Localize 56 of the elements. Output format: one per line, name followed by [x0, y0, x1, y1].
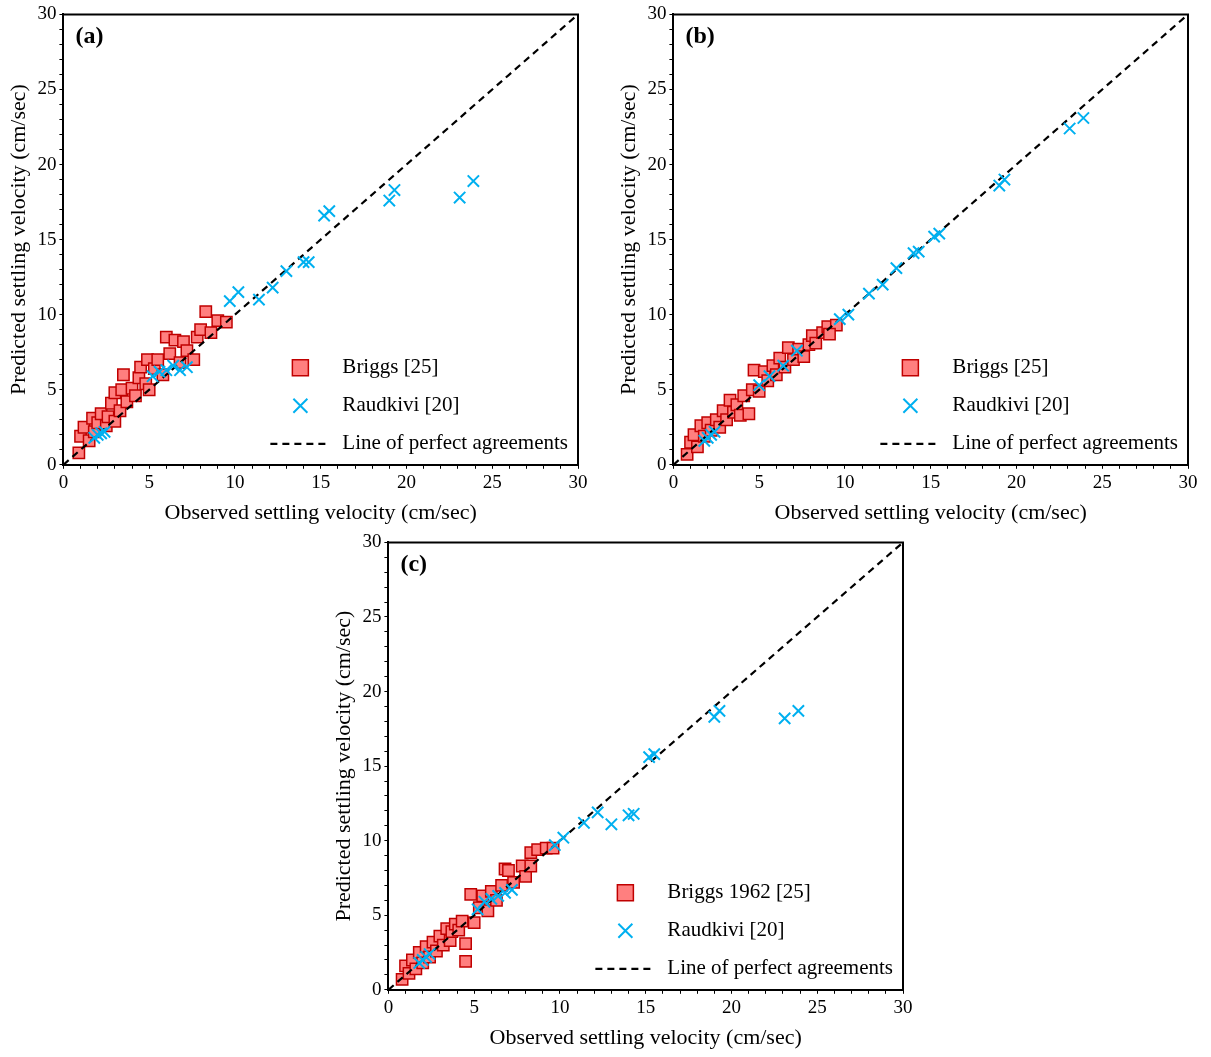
legend-label: Briggs [25]: [342, 354, 439, 379]
x-tick-label: 25: [482, 471, 502, 493]
y-tick-label: 20: [362, 679, 382, 701]
x-axis-title: Observed settling velocity (cm/sec): [489, 1023, 802, 1049]
y-tick-label: 15: [37, 227, 57, 249]
legend-label: Line of perfect agreements: [952, 430, 1179, 455]
y-tick-label: 0: [371, 977, 382, 999]
legend-label: Raudkivi [20]: [952, 392, 1070, 417]
y-axis-title: Predicted settling velocity (cm/sec): [4, 84, 30, 396]
x-tick-label: 20: [721, 996, 741, 1018]
y-tick-label: 5: [46, 377, 57, 399]
y-tick-label: 25: [362, 604, 382, 626]
annotation: (b): [685, 21, 715, 48]
y-tick-label: 30: [362, 530, 382, 552]
y-tick-label: 15: [362, 754, 382, 776]
y-tick-label: 10: [647, 302, 667, 324]
y-axis-title: Predicted settling velocity (cm/sec): [614, 84, 640, 396]
x-tick-label: 5: [754, 471, 764, 493]
legend-label: Raudkivi [20]: [667, 917, 785, 942]
x-tick-label: 20: [1006, 471, 1026, 493]
y-tick-label: 25: [647, 77, 667, 99]
y-axis-title: Predicted settling velocity (cm/sec): [329, 610, 355, 922]
y-tick-label: 5: [656, 377, 667, 399]
x-tick-label: 25: [807, 996, 827, 1018]
legend-label: Raudkivi [20]: [342, 392, 460, 417]
x-tick-label: 15: [311, 471, 331, 493]
legend-label: Briggs [25]: [952, 354, 1049, 379]
y-tick-label: 0: [656, 452, 667, 474]
annotation: (c): [400, 549, 428, 576]
y-tick-label: 25: [37, 77, 57, 99]
legend-label: Briggs 1962 [25]: [667, 879, 811, 904]
y-tick-label: 0: [46, 452, 57, 474]
y-tick-label: 10: [37, 302, 57, 324]
x-tick-label: 5: [469, 996, 479, 1018]
x-tick-label: 30: [893, 996, 913, 1018]
y-tick-label: 20: [37, 152, 57, 174]
legend-label: Line of perfect agreements: [342, 430, 569, 455]
annotation: (a): [75, 21, 104, 48]
y-tick-label: 30: [37, 2, 57, 24]
x-axis-title: Observed settling velocity (cm/sec): [774, 498, 1087, 524]
y-tick-label: 5: [371, 903, 382, 925]
x-tick-label: 10: [835, 471, 855, 493]
x-tick-label: 10: [550, 996, 570, 1018]
x-tick-label: 20: [396, 471, 416, 493]
y-tick-label: 20: [647, 152, 667, 174]
x-tick-label: 15: [921, 471, 941, 493]
x-tick-label: 25: [1092, 471, 1112, 493]
x-tick-label: 10: [225, 471, 245, 493]
x-tick-label: 5: [144, 471, 154, 493]
y-tick-label: 30: [647, 2, 667, 24]
x-tick-label: 30: [1178, 471, 1198, 493]
y-tick-label: 15: [647, 227, 667, 249]
x-axis-title: Observed settling velocity (cm/sec): [164, 498, 477, 524]
legend-label: Line of perfect agreements: [667, 955, 894, 980]
y-tick-label: 10: [362, 828, 382, 850]
x-tick-label: 30: [568, 471, 588, 493]
